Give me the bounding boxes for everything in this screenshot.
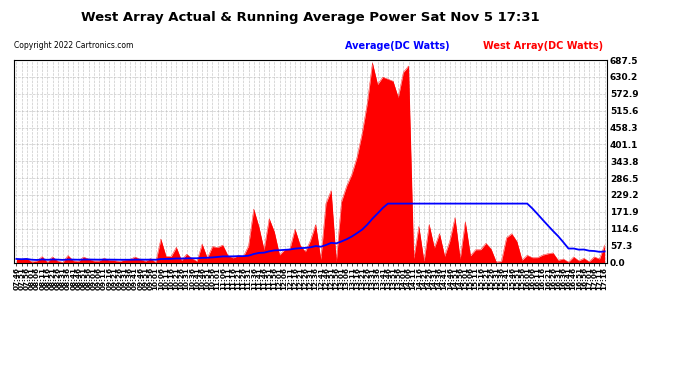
Text: Average(DC Watts): Average(DC Watts) [345, 41, 450, 51]
Text: West Array Actual & Running Average Power Sat Nov 5 17:31: West Array Actual & Running Average Powe… [81, 11, 540, 24]
Text: Copyright 2022 Cartronics.com: Copyright 2022 Cartronics.com [14, 41, 133, 50]
Text: West Array(DC Watts): West Array(DC Watts) [483, 41, 603, 51]
